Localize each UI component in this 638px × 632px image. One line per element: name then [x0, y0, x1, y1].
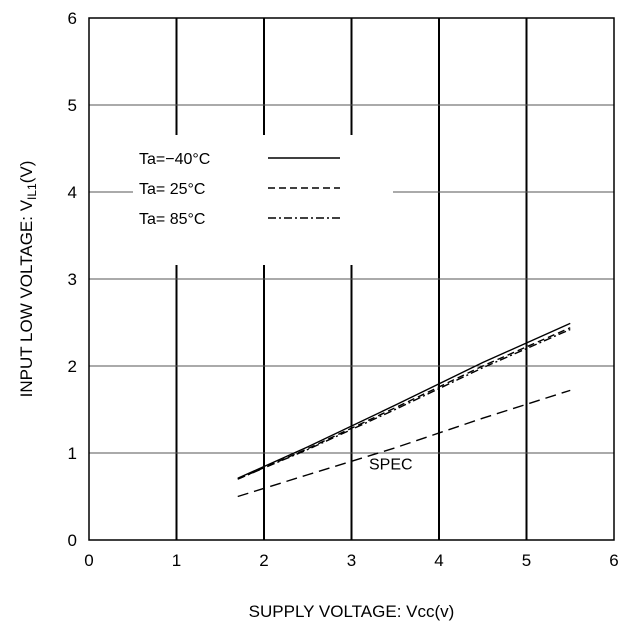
y-axis-label: INPUT LOW VOLTAGE: VIL1(V) — [17, 161, 39, 398]
x-tick-label: 0 — [84, 551, 93, 570]
y-tick-label: 5 — [68, 96, 77, 115]
y-tick-label: 3 — [68, 270, 77, 289]
spec-annotation: SPEC — [369, 456, 413, 473]
legend: Ta=−40°C Ta= 25°C Ta= 85°C — [133, 135, 393, 265]
y-tick-label: 1 — [68, 444, 77, 463]
y-tick-label: 0 — [68, 531, 77, 550]
tick-labels: 0 1 2 3 4 5 6 0 1 2 3 4 5 6 — [68, 9, 619, 570]
x-tick-label: 1 — [172, 551, 181, 570]
y-tick-label: 2 — [68, 357, 77, 376]
x-tick-label: 5 — [522, 551, 531, 570]
x-tick-label: 4 — [434, 551, 443, 570]
series-lines — [237, 322, 571, 498]
plot-frame — [88, 17, 615, 541]
legend-label-0: Ta=−40°C — [139, 151, 210, 168]
y-axis-label-main: INPUT LOW VOLTAGE: V — [17, 199, 36, 397]
legend-label-1: Ta= 25°C — [139, 181, 205, 198]
y-tick-label: 4 — [68, 183, 77, 202]
x-axis-label: SUPPLY VOLTAGE: Vcc(v) — [249, 602, 455, 621]
series-line-3 — [237, 389, 571, 498]
y-tick-label: 6 — [68, 9, 77, 28]
legend-background — [133, 135, 393, 265]
y-axis-label-suffix: (V) — [17, 161, 36, 184]
x-tick-label: 3 — [347, 551, 356, 570]
series-line-0 — [237, 322, 571, 479]
y-axis-label-subscript: IL1 — [25, 183, 39, 200]
series-line-2 — [237, 328, 571, 480]
legend-label-2: Ta= 85°C — [139, 211, 205, 228]
grid — [89, 18, 614, 540]
x-tick-label: 2 — [259, 551, 268, 570]
x-tick-label: 6 — [609, 551, 618, 570]
